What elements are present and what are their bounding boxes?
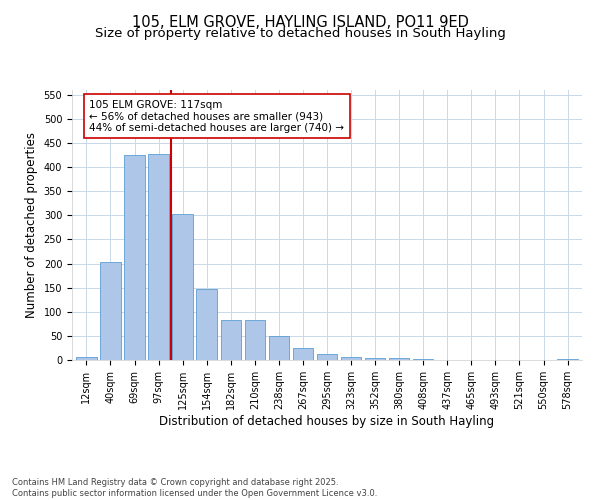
Bar [389, 358, 409, 360]
Bar [293, 348, 313, 360]
Bar [221, 320, 241, 360]
Bar [413, 358, 433, 360]
Text: 105 ELM GROVE: 117sqm
← 56% of detached houses are smaller (943)
44% of semi-det: 105 ELM GROVE: 117sqm ← 56% of detached … [89, 100, 344, 133]
Y-axis label: Number of detached properties: Number of detached properties [25, 132, 38, 318]
Bar [557, 359, 578, 360]
Bar [172, 214, 193, 360]
Bar [341, 356, 361, 360]
Text: Size of property relative to detached houses in South Hayling: Size of property relative to detached ho… [95, 28, 505, 40]
Bar [245, 320, 265, 360]
Bar [148, 154, 169, 360]
Bar [269, 336, 289, 360]
Bar [124, 155, 145, 360]
Text: Contains HM Land Registry data © Crown copyright and database right 2025.
Contai: Contains HM Land Registry data © Crown c… [12, 478, 377, 498]
Bar [196, 288, 217, 360]
Bar [100, 262, 121, 360]
X-axis label: Distribution of detached houses by size in South Hayling: Distribution of detached houses by size … [160, 414, 494, 428]
Bar [317, 354, 337, 360]
Text: 105, ELM GROVE, HAYLING ISLAND, PO11 9ED: 105, ELM GROVE, HAYLING ISLAND, PO11 9ED [131, 15, 469, 30]
Bar [365, 358, 385, 360]
Bar [76, 356, 97, 360]
